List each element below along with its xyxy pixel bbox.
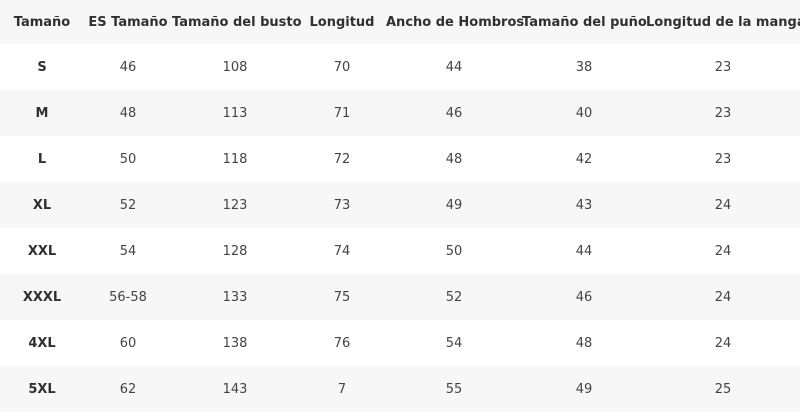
size-cell: 4XL — [28, 335, 56, 351]
value-cell: 54 — [119, 243, 137, 259]
value-cell: 7 — [298, 366, 386, 412]
size-cell: L — [37, 151, 47, 167]
value-cell: 25 — [646, 366, 800, 412]
value-cell: 143 — [172, 366, 298, 412]
value-cell: 40 — [522, 90, 646, 136]
value-cell: 24 — [714, 335, 732, 351]
size-cell: M — [0, 90, 84, 136]
size-cell: XL — [0, 182, 84, 228]
value-cell: 108 — [222, 59, 248, 75]
table-row: 4XL 60 138 76 54 48 24 — [0, 320, 800, 366]
value-cell: 49 — [386, 182, 522, 228]
value-cell: 74 — [333, 243, 351, 259]
value-cell: 48 — [445, 151, 463, 167]
value-cell: 48 — [575, 335, 593, 351]
value-cell: 23 — [646, 90, 800, 136]
value-cell: 49 — [522, 366, 646, 412]
value-cell: 128 — [222, 243, 248, 259]
header-cell: Tamaño del puño — [522, 0, 647, 44]
value-cell: 46 — [386, 90, 522, 136]
value-cell: 46 — [119, 59, 137, 75]
value-cell: 50 — [119, 151, 137, 167]
size-cell: 5XL — [0, 366, 84, 412]
size-cell: XXXL — [0, 274, 84, 320]
value-cell: 55 — [386, 366, 522, 412]
header-cell: Ancho de Hombros — [386, 0, 524, 44]
header-row: Tamaño ES Tamaño Tamaño del busto Longitud A… — [0, 0, 800, 44]
value-cell: 76 — [333, 335, 351, 351]
value-cell: 50 — [445, 243, 463, 259]
table-row: M 48 113 71 46 40 23 — [0, 90, 800, 136]
value-cell: 113 — [172, 90, 298, 136]
value-cell: 48 — [84, 90, 172, 136]
value-cell: 23 — [714, 151, 732, 167]
table-body: S 46 108 70 44 38 23 M 48 113 71 46 40 23 L 50 118 72 48 42… — [0, 44, 800, 412]
value-cell: 44 — [445, 59, 463, 75]
value-cell: 56-58 — [84, 274, 172, 320]
value-cell: 138 — [222, 335, 248, 351]
header-cell: Longitud de la manga — [646, 0, 800, 44]
value-cell: 42 — [575, 151, 593, 167]
header-cell: Longitud — [298, 0, 386, 44]
table-row: 5XL 62 143 7 55 49 25 — [0, 366, 800, 412]
value-cell: 133 — [172, 274, 298, 320]
value-cell: 24 — [646, 274, 800, 320]
value-cell: 123 — [172, 182, 298, 228]
value-cell: 72 — [333, 151, 351, 167]
value-cell: 71 — [298, 90, 386, 136]
table-row: XL 52 123 73 49 43 24 — [0, 182, 800, 228]
value-cell: 60 — [119, 335, 137, 351]
size-cell: S — [37, 59, 47, 75]
size-cell: XXL — [27, 243, 57, 259]
header-cell: Tamaño — [0, 0, 84, 44]
value-cell: 52 — [84, 182, 172, 228]
value-cell: 38 — [575, 59, 593, 75]
value-cell: 62 — [84, 366, 172, 412]
table-row: L 50 118 72 48 42 23 — [0, 136, 800, 182]
table-row: XXXL 56-58 133 75 52 46 24 — [0, 274, 800, 320]
value-cell: 118 — [222, 151, 248, 167]
value-cell: 73 — [298, 182, 386, 228]
value-cell: 43 — [522, 182, 646, 228]
value-cell: 52 — [386, 274, 522, 320]
value-cell: 54 — [445, 335, 463, 351]
value-cell: 75 — [298, 274, 386, 320]
table-row: S 46 108 70 44 38 23 — [0, 44, 800, 90]
value-cell: 46 — [522, 274, 646, 320]
value-cell: 23 — [714, 59, 732, 75]
header-cell: Tamaño del busto — [172, 0, 302, 44]
header-cell: ES Tamaño — [84, 0, 172, 44]
value-cell: 44 — [575, 243, 593, 259]
value-cell: 24 — [714, 243, 732, 259]
value-cell: 70 — [333, 59, 351, 75]
value-cell: 24 — [646, 182, 800, 228]
table-row: XXL 54 128 74 50 44 24 — [0, 228, 800, 274]
